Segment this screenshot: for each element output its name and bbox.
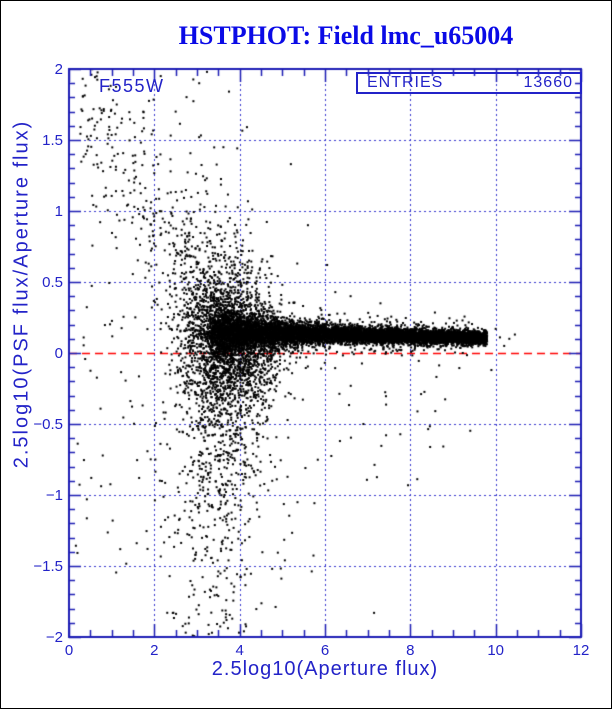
x-tick-label: 8 [406,642,415,659]
x-tick-label: 6 [320,642,330,659]
y-tick-label: −0.5 [33,416,63,433]
stats-box: ENTRIES 13660 [356,72,582,94]
x-tick-label: 2 [150,642,159,659]
y-tick-label: 0 [54,345,63,362]
y-tick-label: −1.5 [33,558,63,575]
x-tick-label: 0 [64,642,74,659]
x-tick-label: 10 [487,642,504,659]
stats-entries-value: 13660 [523,74,573,91]
y-tick-label: 2 [54,61,63,78]
page-title: HSTPHOT: Field lmc_u65004 [178,21,514,50]
x-axis-title: 2.5log10(Aperture flux) [211,658,439,680]
y-tick-label: −1 [45,487,63,504]
x-tick-label: 12 [572,642,590,659]
x-tick-label: 4 [235,642,244,659]
y-tick-label: −2 [45,629,63,646]
stats-entries-label: ENTRIES [367,74,444,91]
y-tick-label: 0.5 [42,274,63,291]
filter-label: F555W [99,76,165,96]
y-tick-label: 1.5 [42,132,63,149]
y-tick-label: 1 [54,203,63,220]
